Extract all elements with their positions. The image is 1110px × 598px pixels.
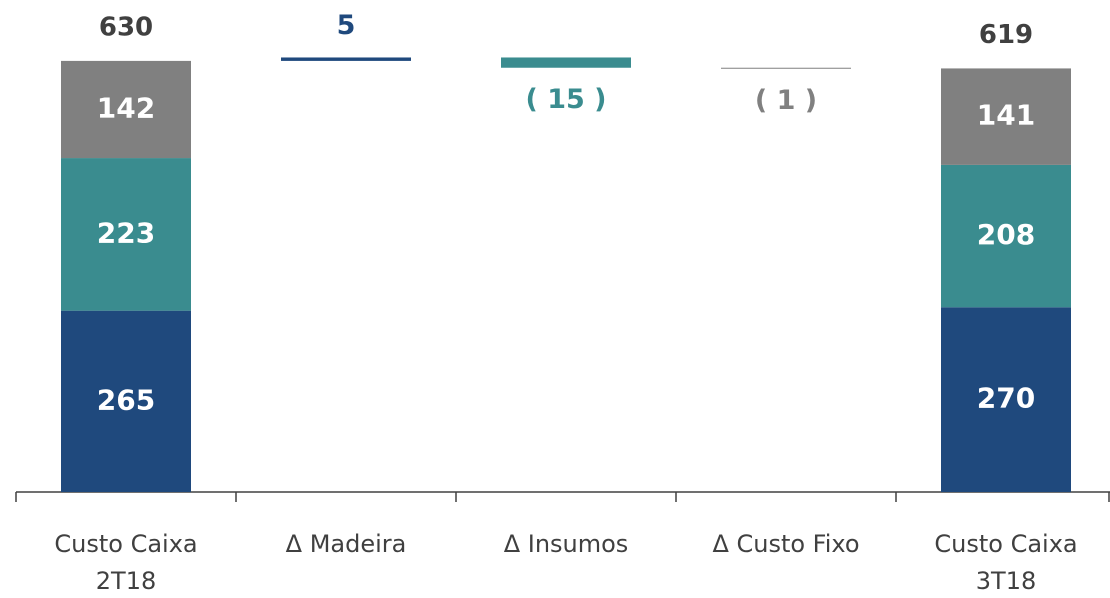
segment-label: 270 (977, 382, 1035, 415)
total-label: 619 (979, 20, 1033, 50)
delta-bar (721, 67, 851, 69)
segment-label: 208 (977, 218, 1035, 251)
bar-segment (941, 164, 1071, 308)
delta-label: ( 15 ) (525, 84, 606, 115)
x-tick-label: Custo Caixa (934, 530, 1077, 558)
x-tick-label: 3T18 (976, 567, 1036, 595)
segment-label: 142 (97, 91, 155, 124)
bar-segment (941, 68, 1071, 165)
bar-segment (941, 307, 1071, 492)
total-label: 630 (99, 12, 153, 42)
x-tick-label: 2T18 (96, 567, 156, 595)
segment-label: 223 (97, 216, 155, 249)
bar-segment (61, 60, 191, 159)
x-tick-label: Δ Madeira (286, 530, 407, 558)
segment-label: 265 (97, 383, 155, 416)
delta-label: 5 (337, 10, 356, 41)
x-tick-label: Δ Insumos (504, 530, 629, 558)
x-tick-label: Custo Caixa (54, 530, 197, 558)
bar-segment (61, 310, 191, 492)
delta-label: ( 1 ) (755, 85, 817, 116)
x-tick-label: Δ Custo Fixo (712, 530, 859, 558)
delta-bar (281, 57, 411, 61)
segment-label: 141 (977, 99, 1035, 132)
bar-segment (61, 158, 191, 311)
delta-bar (501, 57, 631, 68)
